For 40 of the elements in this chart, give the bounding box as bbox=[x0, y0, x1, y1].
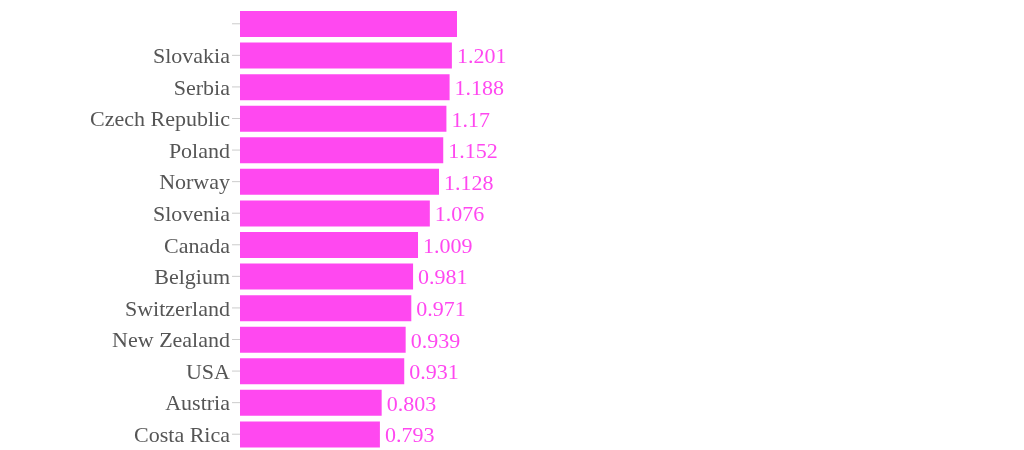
data-label: 0.793 bbox=[384, 422, 435, 448]
bar bbox=[240, 295, 412, 322]
y-tick-label: New Zealand bbox=[112, 327, 230, 353]
bar bbox=[240, 11, 457, 37]
bar bbox=[240, 137, 444, 164]
data-label: 1.076 bbox=[434, 201, 485, 227]
bar bbox=[240, 263, 414, 290]
data-label: 0.803 bbox=[386, 390, 437, 416]
bar bbox=[240, 421, 380, 448]
bar bbox=[240, 389, 382, 416]
y-tick-label: Serbia bbox=[173, 74, 231, 100]
data-label: 0.971 bbox=[416, 295, 466, 321]
bar bbox=[240, 326, 406, 353]
data-label: 1.17 bbox=[451, 106, 490, 132]
y-tick-label: Costa Rica bbox=[134, 422, 231, 448]
data-label: 1.152 bbox=[448, 138, 498, 164]
data-label: 1.201 bbox=[456, 43, 507, 69]
bar bbox=[240, 200, 430, 227]
data-label: 1.009 bbox=[423, 232, 473, 258]
data-label: 0.939 bbox=[410, 327, 461, 353]
bar bbox=[240, 74, 450, 101]
y-tick-label: Austria bbox=[165, 390, 231, 416]
data-label: 0.931 bbox=[409, 359, 459, 385]
bar bbox=[240, 358, 405, 385]
bar bbox=[240, 42, 452, 69]
y-tick-label: Belgium bbox=[154, 264, 230, 290]
data-label: 1.128 bbox=[444, 169, 494, 195]
y-tick-label: USA bbox=[185, 358, 231, 384]
y-tick-label: Czech Republic bbox=[90, 106, 231, 132]
data-label: 0.981 bbox=[418, 264, 468, 290]
bar bbox=[240, 232, 419, 258]
y-tick-label: Canada bbox=[164, 232, 231, 258]
y-tick-label: Switzerland bbox=[124, 295, 230, 321]
bar bbox=[240, 105, 447, 132]
y-tick-label: Slovakia bbox=[153, 43, 231, 69]
y-tick-label: Slovenia bbox=[153, 201, 231, 227]
y-tick-label: Poland bbox=[168, 137, 230, 163]
bar bbox=[240, 168, 439, 195]
data-label: 1.188 bbox=[454, 74, 505, 100]
y-tick-label: Norway bbox=[159, 169, 230, 195]
